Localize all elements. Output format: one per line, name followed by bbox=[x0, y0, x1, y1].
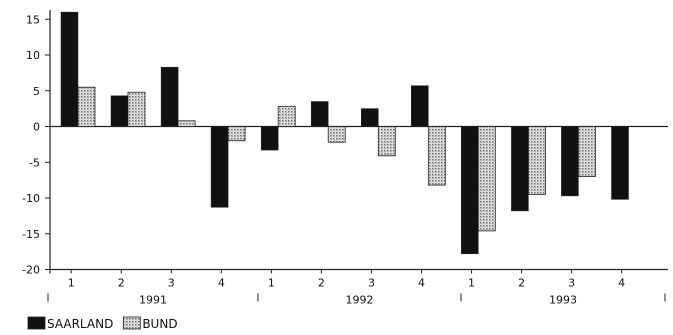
legend-label-saarland: SAARLAND bbox=[47, 317, 113, 331]
bar-bund-1 bbox=[78, 87, 95, 126]
bar-bund-5 bbox=[278, 107, 295, 127]
x-tick-label: 3 bbox=[168, 277, 175, 290]
bar-saarland-11 bbox=[561, 127, 578, 196]
y-tick-label: 15 bbox=[26, 13, 40, 26]
y-tick-label: -10 bbox=[22, 192, 40, 205]
bars-layer bbox=[61, 12, 629, 254]
x-tick-label: 1 bbox=[68, 277, 75, 290]
bar-bund-3 bbox=[178, 121, 195, 127]
bar-saarland-7 bbox=[361, 109, 378, 127]
x-tick-label: 3 bbox=[368, 277, 375, 290]
y-tick-label: 0 bbox=[33, 121, 40, 134]
bar-saarland-2 bbox=[111, 96, 128, 127]
bar-bund-8 bbox=[428, 127, 445, 186]
bar-saarland-10 bbox=[511, 127, 528, 211]
y-tick-label: -5 bbox=[29, 156, 40, 169]
legend: SAARLAND BUND bbox=[28, 317, 178, 331]
x-tick-label: 2 bbox=[118, 277, 125, 290]
x-tick-label: 4 bbox=[218, 277, 225, 290]
x-tick-label: 3 bbox=[568, 277, 575, 290]
bar-saarland-1 bbox=[61, 12, 78, 126]
x-tick-label: 1 bbox=[468, 277, 475, 290]
bar-saarland-9 bbox=[461, 127, 478, 254]
bar-saarland-6 bbox=[311, 102, 328, 127]
year-label: 1991 bbox=[139, 294, 167, 307]
year-label: 1992 bbox=[346, 294, 374, 307]
bar-saarland-3 bbox=[161, 67, 178, 126]
bar-bund-4 bbox=[228, 127, 245, 141]
bar-bund-7 bbox=[378, 127, 395, 156]
legend-swatch-bund bbox=[123, 317, 140, 329]
x-tick-label: 1 bbox=[268, 277, 275, 290]
legend-label-bund: BUND bbox=[142, 317, 177, 331]
x-tick-label: 2 bbox=[318, 277, 325, 290]
bar-saarland-8 bbox=[411, 86, 428, 127]
bar-bund-6 bbox=[328, 127, 345, 143]
bar-bund-10 bbox=[528, 127, 545, 195]
y-tick-label: 10 bbox=[26, 49, 40, 62]
bar-bund-11 bbox=[578, 127, 595, 177]
bar-bund-2 bbox=[128, 92, 145, 126]
x-tick-label: 2 bbox=[518, 277, 525, 290]
bar-saarland-4 bbox=[211, 127, 228, 208]
bar-saarland-12 bbox=[612, 127, 629, 200]
bar-bund-9 bbox=[478, 127, 495, 231]
y-tick-label: -15 bbox=[22, 228, 40, 241]
x-tick-label: 4 bbox=[618, 277, 625, 290]
x-tick-label: 4 bbox=[418, 277, 425, 290]
y-tick-label: -20 bbox=[22, 264, 40, 277]
legend-swatch-saarland bbox=[28, 317, 45, 329]
y-tick-label: 5 bbox=[33, 85, 40, 98]
bar-saarland-5 bbox=[261, 127, 278, 151]
year-label: 1993 bbox=[549, 294, 577, 307]
